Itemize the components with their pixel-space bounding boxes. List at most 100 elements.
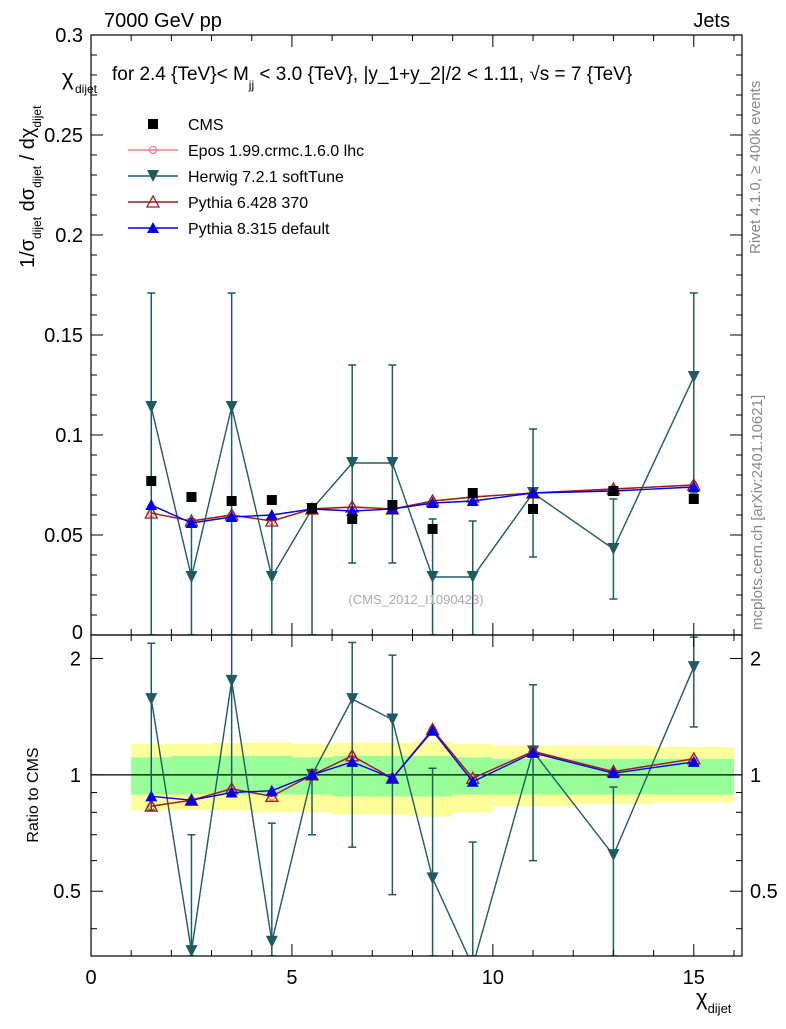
data-marks: [144, 292, 701, 972]
main-ytick-label: 0.2: [55, 225, 83, 247]
legend-entry: Pythia 8.315 default: [128, 221, 330, 238]
title-rest: < 3.0 {TeV}, |y_1+y_2|/2 < 1.11,: [254, 64, 529, 85]
ratio-line: [150, 666, 695, 956]
legend-label: Pythia 8.315 default: [188, 221, 330, 238]
main-point: [225, 401, 238, 413]
main-point: [466, 571, 479, 583]
main-ylabel: 1/σdijet dσdijet / dχdijet: [17, 105, 44, 268]
legend-label: Epos 1.99.crmc.1.6.0 lhc: [188, 143, 364, 160]
xtick-label: 0: [85, 967, 96, 989]
main-series-herwig-7-2-1-softtune: [145, 292, 700, 635]
ratio-ytick-label-left: 0.5: [53, 881, 81, 903]
legend-label: Pythia 6.428 370: [188, 195, 308, 212]
main-point: [346, 505, 359, 516]
main-line: [150, 486, 694, 524]
main-ytick-label: 0.15: [44, 325, 83, 347]
mcplots-credit: mcplots.cern.ch [arXiv:2401.10621]: [749, 395, 766, 630]
ratio-line: [151, 729, 694, 801]
main-point: [225, 511, 238, 522]
corner-chi: χ: [62, 65, 74, 90]
legend-label: Herwig 7.2.1 softTune: [188, 169, 344, 186]
legend-entry: Pythia 6.428 370: [128, 194, 308, 212]
ratio-point: [185, 794, 198, 806]
ratio-point: [426, 872, 439, 885]
ratio-ytick-label-right: 1: [750, 765, 761, 787]
ratio-series-herwig-7-2-1-softtune: [145, 635, 700, 972]
legend-marker: [148, 119, 158, 129]
ratio-point: [185, 945, 198, 956]
legend-marker: [147, 222, 159, 233]
ratio-point: [386, 713, 399, 726]
main-point: [426, 497, 439, 508]
ratio-point: [225, 786, 238, 798]
main-point: [687, 481, 700, 492]
main-series: [144, 292, 701, 635]
main-point: [146, 476, 157, 486]
main-ytick-label: 0.05: [44, 525, 83, 547]
ratio-point: [687, 661, 700, 674]
main-point: [266, 495, 277, 505]
ratio-line: [151, 728, 694, 807]
ratio-point: [386, 772, 399, 784]
main-ytick-label-zero: 0: [72, 622, 83, 644]
ratio-series: [144, 635, 701, 972]
title-sqrt: √s: [529, 64, 549, 85]
legend-label: CMS: [188, 117, 224, 134]
ratio-point: [306, 768, 319, 780]
ratio-point: [607, 767, 620, 779]
main-point: [307, 503, 318, 513]
ratio-ylabel: Ratio to CMS: [25, 747, 42, 842]
title-end: = 7 {TeV}: [549, 64, 632, 85]
main-point: [265, 571, 278, 583]
corner-chi-sub: dijet: [75, 82, 98, 96]
main-point: [226, 496, 237, 506]
main-point: [264, 513, 279, 527]
main-point: [185, 517, 198, 528]
ratio-point: [145, 790, 158, 802]
xtick-label: 5: [286, 967, 297, 989]
main-point: [527, 487, 540, 498]
main-point: [347, 514, 358, 524]
main-point: [466, 495, 479, 506]
ratio-ytick-label-right: 2: [750, 648, 761, 670]
main-point: [687, 371, 700, 383]
legend-marker: [147, 170, 159, 182]
ratio-ytick-label-right: 0.5: [750, 881, 778, 903]
axes: 0.05 0.1 0.15 0.2 0.25 0.3 0 0 5 10 15 0.5 0.5 1 1 2 2: [44, 25, 778, 989]
ratio-point: [467, 960, 479, 972]
main-point: [387, 500, 398, 510]
xtick-label: 15: [683, 967, 705, 989]
header-right: Jets: [693, 10, 730, 32]
main-point: [265, 509, 278, 520]
ratio-point: [265, 784, 278, 796]
main-point: [427, 524, 438, 534]
ratio-point: [527, 746, 540, 758]
main-point: [608, 486, 619, 496]
header-left: 7000 GeV pp: [104, 10, 222, 32]
ratio-frame: [90, 634, 743, 957]
ratio-point: [426, 724, 439, 736]
main-point: [528, 504, 539, 514]
ratio-point: [145, 693, 158, 706]
x-axis-label: χdijet: [696, 985, 732, 1016]
main-point: [346, 457, 359, 469]
main-point: [145, 499, 158, 510]
main-series-cms: [146, 476, 699, 534]
main-point: [185, 571, 198, 583]
main-series-pythia-8-315-default: [145, 481, 700, 528]
main-point: [467, 488, 478, 498]
ratio-point: [346, 693, 359, 706]
ratio-point: [264, 788, 279, 802]
ratio-series-pythia-8-315-default: [145, 724, 700, 806]
main-point: [186, 492, 197, 502]
main-point: [386, 457, 399, 469]
ratio-point: [225, 674, 238, 687]
main-ytick-label: 0.3: [55, 25, 83, 47]
ratio-point: [607, 849, 620, 862]
legend-marker: [148, 145, 158, 155]
xtick-label: 10: [482, 967, 504, 989]
plot-title: for 2.4 {TeV}< Mjj < 3.0 {TeV}, |y_1+y_2…: [112, 64, 632, 92]
ratio-point: [687, 755, 700, 767]
legend-entry: Herwig 7.2.1 softTune: [128, 169, 344, 186]
